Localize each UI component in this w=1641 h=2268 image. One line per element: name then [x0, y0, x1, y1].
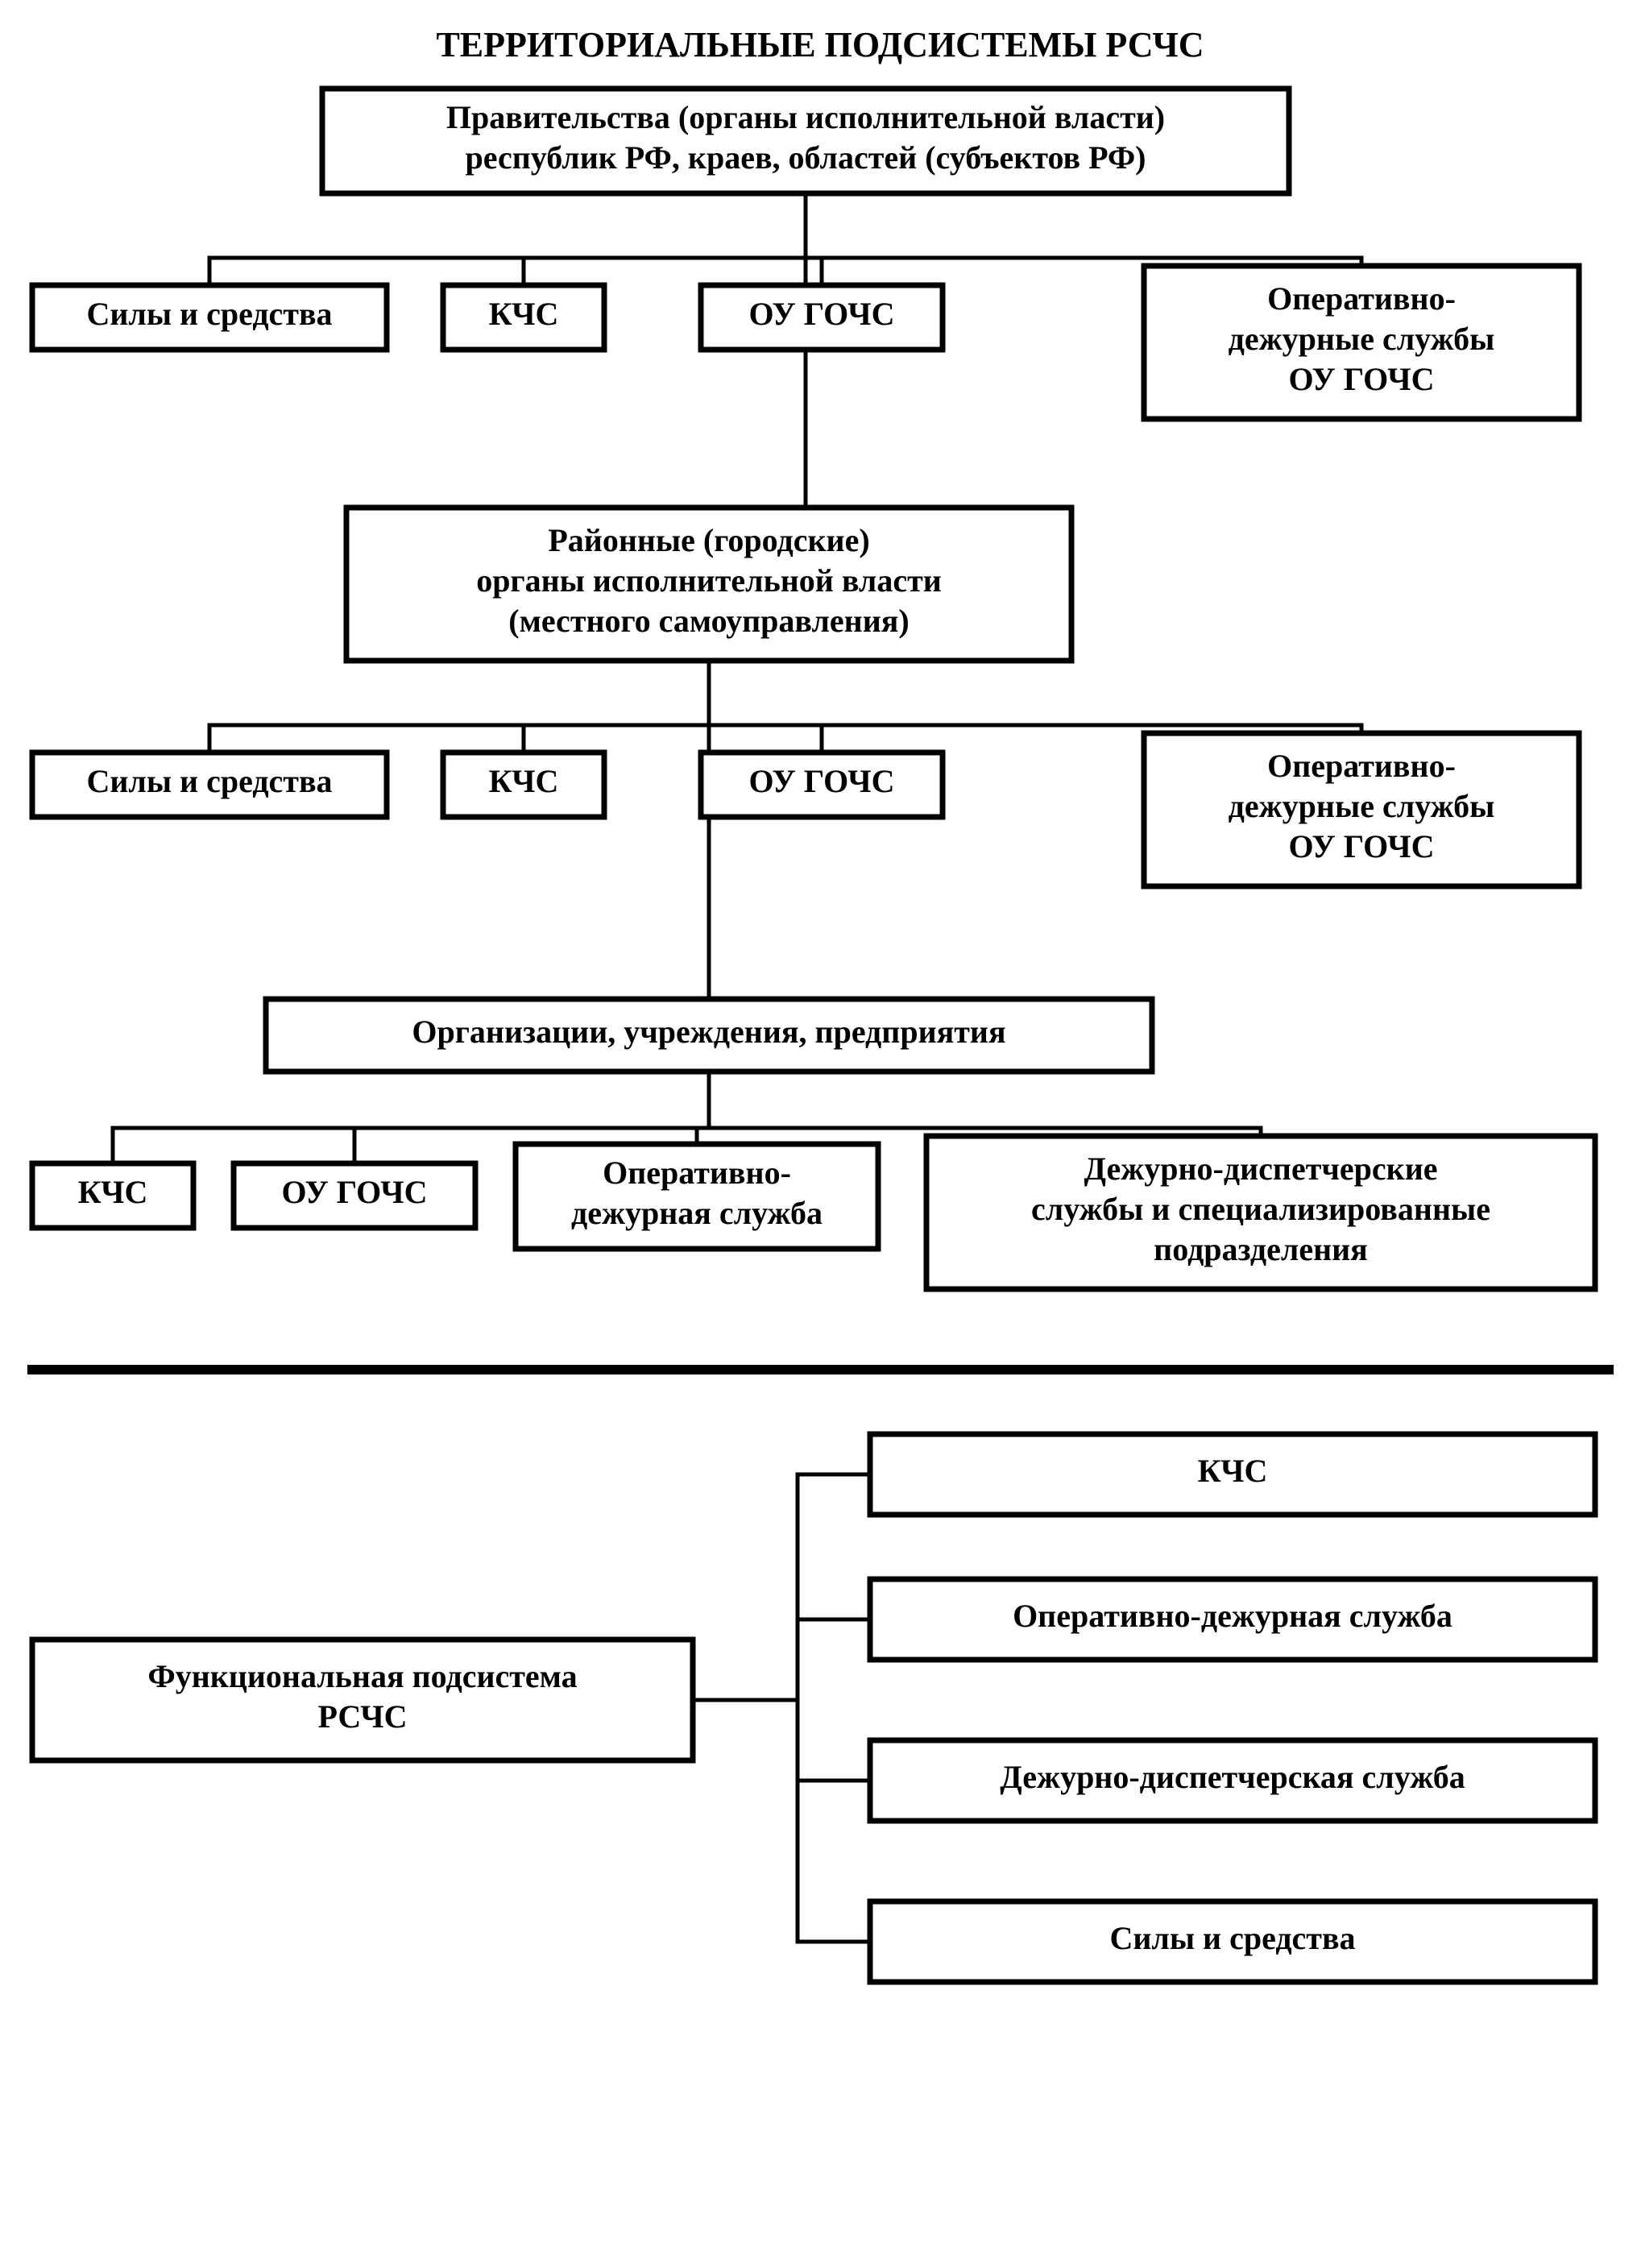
node-lvl3_c4: Дежурно-диспетчерские службы и специализи… — [926, 1136, 1595, 1289]
node-label: Организации, учреждения, предприятия — [412, 1014, 1005, 1050]
node-lvl2_c4: Оперативно-дежурные службы ОУ ГОЧС — [1144, 733, 1579, 886]
org-chart-diagram: ТЕРРИТОРИАЛЬНЫЕ ПОДСИСТЕМЫ РСЧС Правитель… — [0, 0, 1641, 2264]
node-lvl1_c2: КЧС — [443, 285, 604, 350]
node-func_root: Функциональная подсистема РСЧС — [32, 1640, 693, 1760]
node-lvl1_c1: Силы и средства — [32, 285, 387, 350]
node-label: дежурная служба — [571, 1195, 823, 1231]
node-label: Силы и средства — [1109, 1920, 1355, 1956]
node-label: дежурные службы — [1229, 788, 1495, 824]
node-label: ОУ ГОЧС — [1288, 828, 1434, 864]
node-lvl2_root: Районные (городские) органы исполнительно… — [346, 508, 1071, 661]
node-label: ОУ ГОЧС — [281, 1174, 427, 1210]
node-label: (местного самоуправления) — [508, 603, 909, 639]
node-label: Дежурно-диспетчерские — [1084, 1151, 1437, 1187]
node-label: Силы и средства — [86, 296, 332, 332]
node-func_c2: Оперативно-дежурная служба — [870, 1579, 1595, 1660]
node-label: республик РФ, краев, областей (субъектов… — [466, 139, 1146, 176]
node-lvl3_root: Организации, учреждения, предприятия — [266, 999, 1152, 1072]
node-label: ОУ ГОЧС — [1288, 361, 1434, 397]
node-label: Дежурно-диспетчерская служба — [1000, 1759, 1465, 1795]
diagram-title: ТЕРРИТОРИАЛЬНЫЕ ПОДСИСТЕМЫ РСЧС — [436, 25, 1204, 64]
node-lvl2_c2: КЧС — [443, 753, 604, 817]
node-lvl1_c4: Оперативно-дежурные службы ОУ ГОЧС — [1144, 266, 1579, 419]
node-lvl1_root: Правительства (органы исполнительной вла… — [322, 89, 1289, 193]
node-label: Силы и средства — [86, 763, 332, 799]
node-label: Оперативно-дежурная служба — [1013, 1598, 1452, 1634]
node-label: подразделения — [1154, 1231, 1368, 1267]
node-func_c1: КЧС — [870, 1434, 1595, 1515]
node-label: ОУ ГОЧС — [748, 296, 894, 332]
node-lvl3_c1: КЧС — [32, 1163, 193, 1228]
node-label: РСЧС — [317, 1698, 407, 1735]
node-lvl3_c2: ОУ ГОЧС — [234, 1163, 475, 1228]
node-label: Оперативно- — [1267, 280, 1456, 317]
node-label: Районные (городские) — [548, 522, 869, 558]
node-label: КЧС — [489, 763, 559, 799]
node-lvl3_c3: Оперативно-дежурная служба — [516, 1144, 878, 1249]
node-label: Оперативно- — [603, 1155, 791, 1191]
node-label: дежурные службы — [1229, 321, 1495, 357]
node-label: Оперативно- — [1267, 748, 1456, 784]
node-lvl2_c3: ОУ ГОЧС — [701, 753, 943, 817]
node-label: Функциональная подсистема — [147, 1658, 577, 1694]
node-lvl1_c3: ОУ ГОЧС — [701, 285, 943, 350]
node-func_c4: Силы и средства — [870, 1901, 1595, 1982]
node-label: ОУ ГОЧС — [748, 763, 894, 799]
node-func_c3: Дежурно-диспетчерская служба — [870, 1740, 1595, 1821]
node-label: КЧС — [489, 296, 559, 332]
node-label: органы исполнительной власти — [476, 562, 942, 599]
node-lvl2_c1: Силы и средства — [32, 753, 387, 817]
node-label: КЧС — [78, 1174, 148, 1210]
node-label: Правительства (органы исполнительной вла… — [446, 99, 1165, 135]
node-label: КЧС — [1198, 1453, 1268, 1489]
node-label: службы и специализированные — [1031, 1191, 1490, 1227]
